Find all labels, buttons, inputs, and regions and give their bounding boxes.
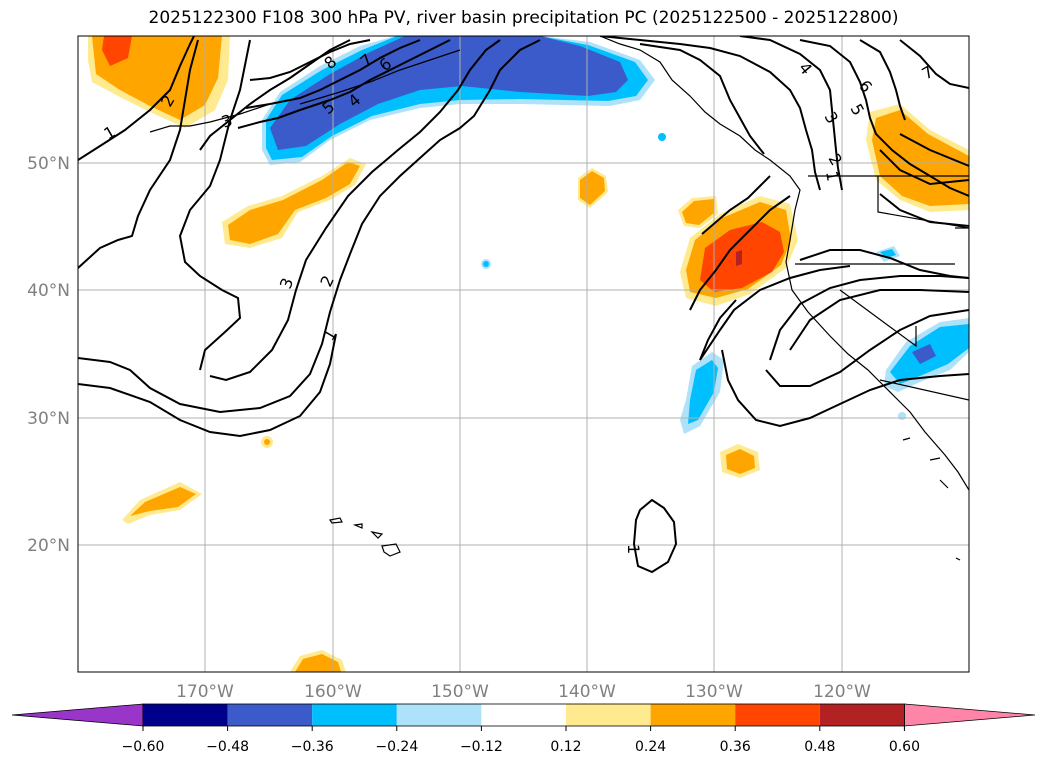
- colorbar-ticks: −0.60 −0.48 −0.36 −0.24 −0.12 0.12 0.24 0.36 0.4…: [122, 726, 920, 755]
- positive-anomaly: [682, 199, 714, 225]
- positive-anomaly: [736, 250, 742, 266]
- negative-anomaly: [688, 360, 718, 424]
- positive-anomaly: [580, 171, 605, 205]
- colorbar-tick-label: 0.12: [550, 739, 581, 755]
- colorbar-outline: [142, 703, 905, 727]
- colorbar-segment: [312, 704, 397, 726]
- pv-contours: [78, 36, 969, 574]
- colorbar-segment: [735, 704, 820, 726]
- lon-label: 150°W: [431, 682, 489, 702]
- negative-anomaly: [658, 133, 666, 141]
- colorbar-segment: [396, 704, 482, 726]
- colorbar-tick-label: 0.36: [720, 739, 751, 755]
- negative-anomaly: [912, 344, 936, 364]
- positive-anomaly: [228, 162, 360, 244]
- longitude-labels: 170°W 160°W 150°W 140°W 130°W 120°W: [176, 682, 871, 702]
- colorbar-segments: [11, 703, 1036, 727]
- colorbar-tick-label: −0.24: [375, 739, 418, 755]
- positive-anomaly: [264, 439, 270, 445]
- colorbar-tick-label: 0.48: [804, 739, 835, 755]
- lat-label: 30°N: [27, 409, 70, 429]
- colorbar-tick-label: −0.36: [291, 739, 334, 755]
- colorbar-segment: [227, 704, 313, 726]
- negative-anomaly: [483, 261, 489, 267]
- colorbar-segment: [566, 704, 651, 726]
- colorbar-tick-label: −0.12: [460, 739, 503, 755]
- colorbar-segment: [143, 704, 228, 726]
- map-panel: 1 2 3 4 5 6 7 8 1 2 3 1 2 3 4 5 6 7 1: [78, 36, 969, 672]
- latitude-labels: 50°N 40°N 30°N 20°N: [27, 154, 70, 556]
- map-frame: [77, 35, 970, 673]
- colorbar-tick-label: 0.24: [635, 739, 666, 755]
- colorbar-segment: [819, 704, 905, 726]
- negative-pc-shading: [262, 36, 969, 434]
- negative-anomaly: [270, 36, 628, 150]
- contour-label: 1: [624, 544, 643, 554]
- colorbar-tick-label: 0.60: [889, 739, 920, 755]
- positive-anomaly: [295, 654, 341, 672]
- positive-anomaly: [726, 449, 755, 474]
- colorbar-extend-min: [11, 703, 144, 727]
- colorbar-segment: [481, 704, 566, 726]
- colorbar-tick-label: −0.48: [206, 739, 249, 755]
- map-title: 2025122300 F108 300 hPa PV, river basin …: [148, 8, 899, 28]
- colorbar-tick-label: −0.60: [122, 739, 165, 755]
- positive-anomaly: [102, 36, 132, 66]
- colorbar: −0.60 −0.48 −0.36 −0.24 −0.12 0.12 0.24 0.36 0.4…: [11, 703, 1036, 755]
- contour-label: 1: [822, 169, 842, 182]
- colorbar-segment: [650, 704, 736, 726]
- lon-label: 130°W: [685, 682, 743, 702]
- lon-label: 160°W: [304, 682, 362, 702]
- lat-label: 50°N: [27, 154, 70, 174]
- coastlines: [149, 36, 969, 561]
- lat-label: 20°N: [27, 536, 70, 556]
- lat-label: 40°N: [27, 281, 70, 301]
- lon-label: 170°W: [176, 682, 234, 702]
- negative-anomaly: [898, 412, 906, 420]
- lon-label: 140°W: [558, 682, 616, 702]
- positive-anomaly: [130, 487, 196, 516]
- lon-label: 120°W: [813, 682, 871, 702]
- colorbar-extend-max: [904, 703, 1036, 727]
